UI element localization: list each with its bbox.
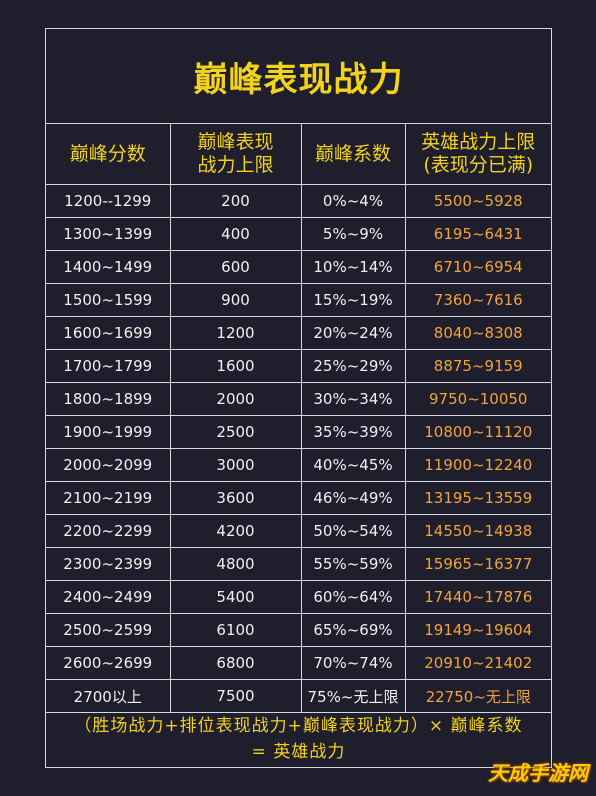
- table-row: 2100~2199 3600 46%~49% 13195~13559: [46, 481, 551, 515]
- cell-hero-power-cap: 8875~9159: [404, 349, 551, 383]
- power-table: 巅峰分数 巅峰表现 战力上限 巅峰系数 英雄战力上限 (表现分已满) 1200-…: [46, 124, 551, 713]
- header-performance-cap-label: 巅峰表现 战力上限: [197, 131, 274, 176]
- header-coefficient: 巅峰系数: [300, 124, 406, 185]
- cell-performance-cap: 4800: [169, 547, 302, 581]
- cell-hero-power-cap: 14550~14938: [404, 514, 551, 548]
- cell-performance-cap: 2000: [169, 382, 302, 416]
- cell-score: 2000~2099: [46, 448, 171, 482]
- cell-performance-cap: 6100: [169, 613, 302, 647]
- cell-hero-power-cap: 7360~7616: [404, 283, 551, 317]
- table-row: 2400~2499 5400 60%~64% 17440~17876: [46, 580, 551, 614]
- cell-performance-cap: 4200: [169, 514, 302, 548]
- cell-performance-cap: 2500: [169, 415, 302, 449]
- cell-performance-cap: 6800: [169, 646, 302, 680]
- cell-score: 2200~2299: [46, 514, 171, 548]
- table-row: 1200--1299 200 0%~4% 5500~5928: [46, 184, 551, 218]
- cell-score: 1600~1699: [46, 316, 171, 350]
- cell-score: 1800~1899: [46, 382, 171, 416]
- table-row: 1500~1599 900 15%~19% 7360~7616: [46, 283, 551, 317]
- cell-coefficient: 30%~34%: [300, 382, 406, 416]
- cell-performance-cap: 400: [169, 217, 302, 251]
- table-row: 1800~1899 2000 30%~34% 9750~10050: [46, 382, 551, 416]
- cell-coefficient: 70%~74%: [300, 646, 406, 680]
- cell-hero-power-cap: 17440~17876: [404, 580, 551, 614]
- cell-coefficient: 60%~64%: [300, 580, 406, 614]
- cell-coefficient: 75%~无上限: [300, 679, 406, 713]
- table-row: 1300~1399 400 5%~9% 6195~6431: [46, 217, 551, 251]
- table-row: 1600~1699 1200 20%~24% 8040~8308: [46, 316, 551, 350]
- header-coefficient-label: 巅峰系数: [314, 142, 391, 165]
- formula-line-2: = 英雄战力: [251, 742, 346, 762]
- cell-hero-power-cap: 13195~13559: [404, 481, 551, 515]
- cell-score: 1400~1499: [46, 250, 171, 284]
- cell-hero-power-cap: 9750~10050: [404, 382, 551, 416]
- cell-coefficient: 20%~24%: [300, 316, 406, 350]
- cell-coefficient: 25%~29%: [300, 349, 406, 383]
- table-row: 1900~1999 2500 35%~39% 10800~11120: [46, 415, 551, 449]
- cell-coefficient: 55%~59%: [300, 547, 406, 581]
- cell-performance-cap: 600: [169, 250, 302, 284]
- table-frame: 巅峰表现战力 巅峰分数 巅峰表现 战力上限 巅峰系数 英雄战力上限 (表现分已满…: [45, 28, 552, 768]
- cell-score: 2400~2499: [46, 580, 171, 614]
- header-hero-power-cap-label: 英雄战力上限 (表现分已满): [421, 131, 536, 176]
- table-row: 2700以上 7500 75%~无上限 22750~无上限: [46, 679, 551, 713]
- table-body: 1200--1299 200 0%~4% 5500~5928 1300~1399 400 5…: [46, 184, 551, 713]
- cell-score: 1500~1599: [46, 283, 171, 317]
- cell-coefficient: 65%~69%: [300, 613, 406, 647]
- header-row: 巅峰分数 巅峰表现 战力上限 巅峰系数 英雄战力上限 (表现分已满): [46, 124, 551, 185]
- table-row: 2200~2299 4200 50%~54% 14550~14938: [46, 514, 551, 548]
- cell-coefficient: 5%~9%: [300, 217, 406, 251]
- cell-coefficient: 50%~54%: [300, 514, 406, 548]
- table-row: 2500~2599 6100 65%~69% 19149~19604: [46, 613, 551, 647]
- cell-coefficient: 10%~14%: [300, 250, 406, 284]
- header-hero-power-cap: 英雄战力上限 (表现分已满): [404, 124, 551, 185]
- cell-coefficient: 46%~49%: [300, 481, 406, 515]
- cell-hero-power-cap: 6710~6954: [404, 250, 551, 284]
- cell-hero-power-cap: 6195~6431: [404, 217, 551, 251]
- cell-performance-cap: 1600: [169, 349, 302, 383]
- cell-score: 2600~2699: [46, 646, 171, 680]
- cell-performance-cap: 3600: [169, 481, 302, 515]
- cell-performance-cap: 900: [169, 283, 302, 317]
- cell-performance-cap: 1200: [169, 316, 302, 350]
- cell-score: 1200--1299: [46, 184, 171, 218]
- cell-coefficient: 15%~19%: [300, 283, 406, 317]
- table-row: 2300~2399 4800 55%~59% 15965~16377: [46, 547, 551, 581]
- formula-note: （胜场战力+排位表现战力+巅峰表现战力）× 巅峰系数 = 英雄战力: [46, 713, 551, 765]
- cell-hero-power-cap: 5500~5928: [404, 184, 551, 218]
- cell-score: 2500~2599: [46, 613, 171, 647]
- cell-hero-power-cap: 22750~无上限: [404, 679, 551, 713]
- cell-hero-power-cap: 15965~16377: [404, 547, 551, 581]
- cell-hero-power-cap: 19149~19604: [404, 613, 551, 647]
- table-row: 2600~2699 6800 70%~74% 20910~21402: [46, 646, 551, 680]
- table-row: 1400~1499 600 10%~14% 6710~6954: [46, 250, 551, 284]
- watermark-logo: 天成手游网: [488, 761, 588, 785]
- cell-score: 1900~1999: [46, 415, 171, 449]
- cell-coefficient: 0%~4%: [300, 184, 406, 218]
- cell-hero-power-cap: 20910~21402: [404, 646, 551, 680]
- cell-score: 2100~2199: [46, 481, 171, 515]
- page-title: 巅峰表现战力: [193, 59, 404, 100]
- header-score: 巅峰分数: [46, 124, 171, 185]
- cell-score: 1300~1399: [46, 217, 171, 251]
- cell-score: 2700以上: [46, 679, 171, 713]
- formula-line-1: （胜场战力+排位表现战力+巅峰表现战力）× 巅峰系数: [74, 716, 523, 736]
- cell-score: 1700~1799: [46, 349, 171, 383]
- cell-performance-cap: 200: [169, 184, 302, 218]
- cell-coefficient: 35%~39%: [300, 415, 406, 449]
- cell-coefficient: 40%~45%: [300, 448, 406, 482]
- cell-hero-power-cap: 10800~11120: [404, 415, 551, 449]
- header-performance-cap: 巅峰表现 战力上限: [169, 124, 302, 185]
- cell-performance-cap: 3000: [169, 448, 302, 482]
- cell-performance-cap: 7500: [169, 679, 302, 713]
- table-row: 2000~2099 3000 40%~45% 11900~12240: [46, 448, 551, 482]
- cell-performance-cap: 5400: [169, 580, 302, 614]
- title-box: 巅峰表现战力: [46, 29, 551, 124]
- header-score-label: 巅峰分数: [69, 142, 146, 165]
- table-row: 1700~1799 1600 25%~29% 8875~9159: [46, 349, 551, 383]
- cell-hero-power-cap: 8040~8308: [404, 316, 551, 350]
- cell-hero-power-cap: 11900~12240: [404, 448, 551, 482]
- cell-score: 2300~2399: [46, 547, 171, 581]
